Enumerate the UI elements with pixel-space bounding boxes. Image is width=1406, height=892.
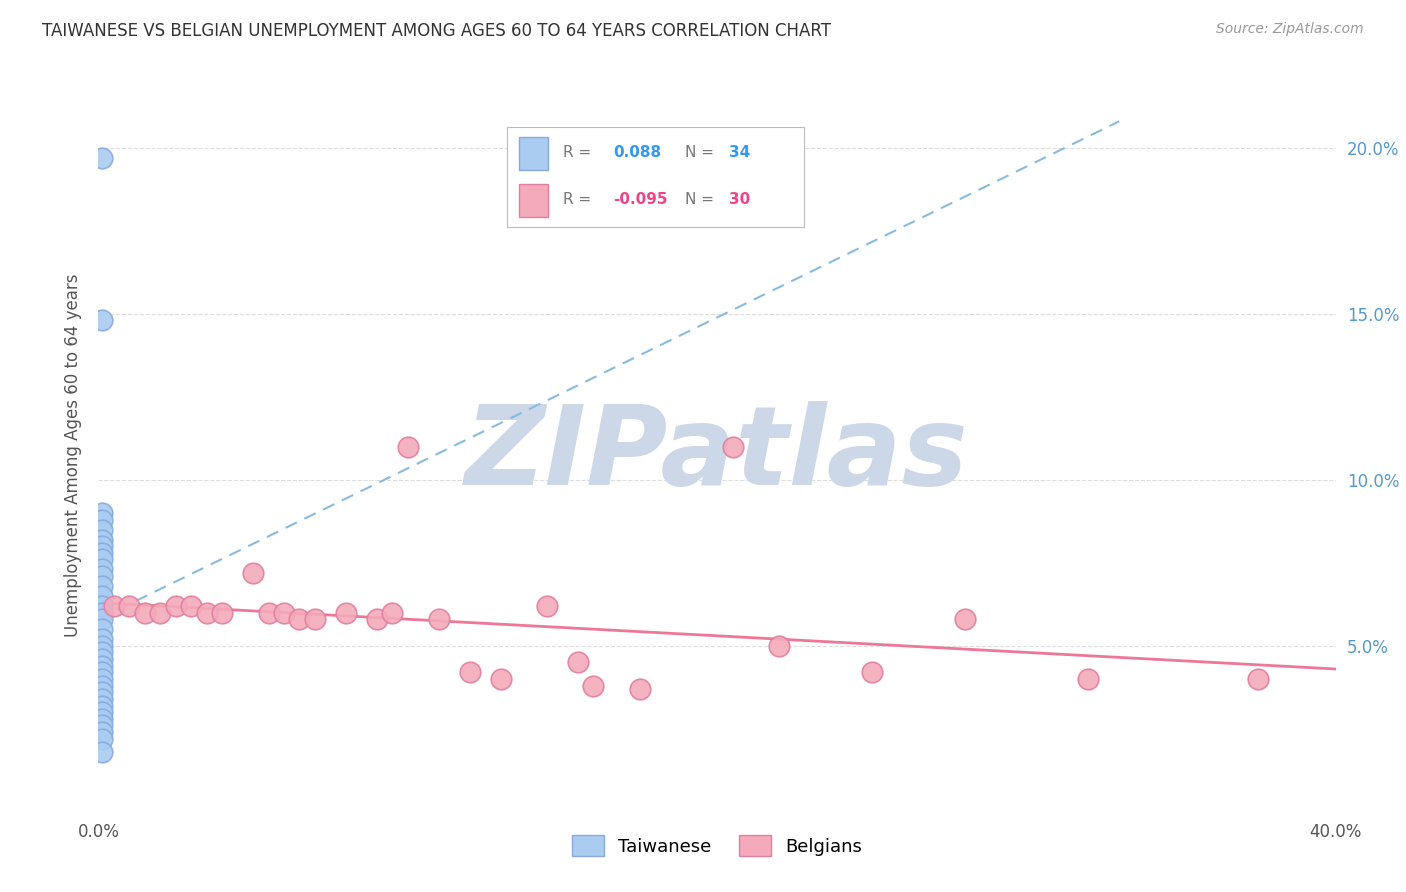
- Point: [90, 606, 112, 620]
- Point: [860, 665, 883, 680]
- Point: [458, 665, 481, 680]
- Point: [90, 645, 112, 659]
- Point: [628, 681, 651, 696]
- Point: [90, 569, 112, 583]
- Point: [90, 685, 112, 699]
- Point: [165, 599, 187, 613]
- Point: [90, 552, 112, 566]
- Point: [567, 656, 589, 670]
- Point: [90, 691, 112, 706]
- Point: [90, 546, 112, 560]
- Point: [90, 698, 112, 713]
- Point: [1247, 672, 1270, 686]
- Point: [396, 440, 419, 454]
- Point: [335, 606, 357, 620]
- Point: [118, 599, 141, 613]
- Point: [90, 639, 112, 653]
- Point: [90, 672, 112, 686]
- Point: [90, 599, 112, 613]
- Point: [134, 606, 156, 620]
- Point: [90, 313, 112, 327]
- Point: [90, 562, 112, 576]
- Point: [180, 599, 202, 613]
- Point: [90, 539, 112, 553]
- Point: [90, 612, 112, 626]
- Point: [90, 506, 112, 520]
- Y-axis label: Unemployment Among Ages 60 to 64 years: Unemployment Among Ages 60 to 64 years: [63, 273, 82, 637]
- Point: [90, 632, 112, 647]
- Point: [90, 513, 112, 527]
- Point: [90, 658, 112, 673]
- Point: [1077, 672, 1099, 686]
- Point: [90, 725, 112, 739]
- Point: [90, 579, 112, 593]
- Point: [273, 606, 295, 620]
- Point: [90, 622, 112, 636]
- Point: [257, 606, 280, 620]
- Point: [90, 523, 112, 537]
- Point: [242, 566, 264, 580]
- Point: [366, 612, 388, 626]
- Point: [90, 533, 112, 547]
- Point: [582, 679, 605, 693]
- Point: [149, 606, 172, 620]
- Legend: Taiwanese, Belgians: Taiwanese, Belgians: [564, 828, 870, 863]
- Point: [304, 612, 326, 626]
- Point: [90, 665, 112, 680]
- Text: TAIWANESE VS BELGIAN UNEMPLOYMENT AMONG AGES 60 TO 64 YEARS CORRELATION CHART: TAIWANESE VS BELGIAN UNEMPLOYMENT AMONG …: [42, 22, 831, 40]
- Point: [90, 718, 112, 732]
- Text: ZIPatlas: ZIPatlas: [465, 401, 969, 508]
- Point: [768, 639, 790, 653]
- Point: [953, 612, 976, 626]
- Point: [90, 712, 112, 726]
- Point: [90, 705, 112, 719]
- Point: [721, 440, 744, 454]
- Point: [90, 731, 112, 746]
- Point: [288, 612, 311, 626]
- Point: [427, 612, 450, 626]
- Point: [536, 599, 558, 613]
- Point: [211, 606, 233, 620]
- Point: [489, 672, 512, 686]
- Point: [90, 589, 112, 603]
- Point: [90, 679, 112, 693]
- Text: Source: ZipAtlas.com: Source: ZipAtlas.com: [1216, 22, 1364, 37]
- Point: [90, 745, 112, 759]
- Point: [90, 151, 112, 165]
- Point: [195, 606, 218, 620]
- Point: [103, 599, 125, 613]
- Point: [381, 606, 404, 620]
- Point: [90, 652, 112, 666]
